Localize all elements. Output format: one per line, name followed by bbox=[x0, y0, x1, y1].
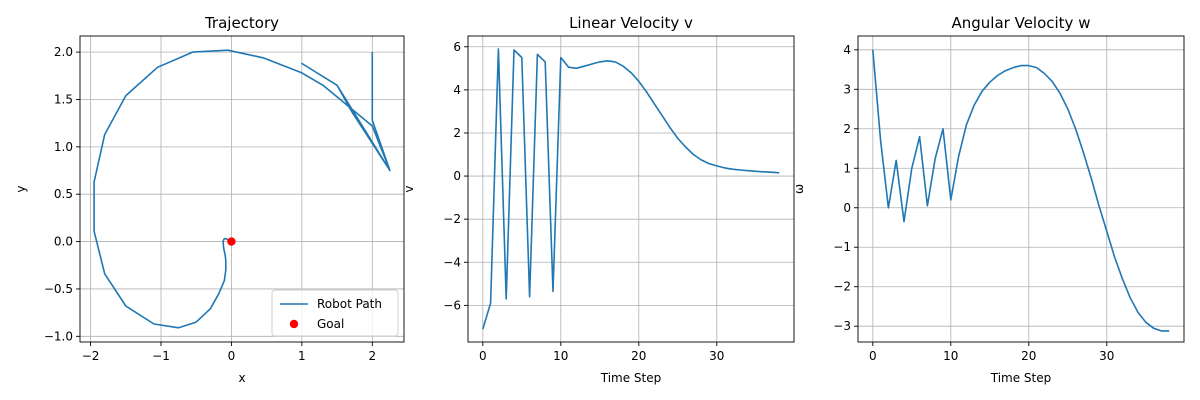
y-tick-label: 0 bbox=[843, 201, 851, 215]
y-axis-label: ω bbox=[792, 184, 806, 194]
y-tick-label: −1 bbox=[833, 240, 851, 254]
y-tick-label: 2 bbox=[453, 126, 461, 140]
x-tick-label: 20 bbox=[631, 349, 646, 363]
series-line bbox=[482, 48, 780, 330]
legend-box bbox=[271, 289, 399, 337]
chart-panel-1: −2 −1 0 1 2 −1.0 −0.5 0.0 0.5 1.0 1.5 2.0 Trajectory… bbox=[14, 14, 405, 385]
y-tick-label: −3 bbox=[833, 319, 851, 333]
y-tick-label: −2 bbox=[443, 212, 461, 226]
x-tick-label: 0 bbox=[479, 349, 487, 363]
y-tick-label: 0.5 bbox=[54, 187, 73, 201]
plot-area bbox=[482, 48, 780, 330]
chart-title: Angular Velocity w bbox=[952, 14, 1091, 32]
plot-area bbox=[872, 49, 1170, 332]
y-tick-label: 1 bbox=[843, 161, 851, 175]
goal-marker bbox=[227, 237, 236, 246]
y-tick-label: 2 bbox=[843, 122, 851, 136]
y-tick-label: 3 bbox=[843, 82, 851, 96]
plot-area bbox=[93, 49, 391, 329]
y-tick-label: 1.0 bbox=[54, 140, 73, 154]
x-tick-label: 10 bbox=[943, 349, 958, 363]
y-axis-label: v bbox=[402, 185, 416, 192]
x-tick-label: −2 bbox=[82, 349, 100, 363]
x-tick-label: −1 bbox=[152, 349, 170, 363]
x-axis-label: Time Step bbox=[600, 371, 662, 385]
y-tick-label: −4 bbox=[443, 255, 461, 269]
x-tick-label: 1 bbox=[298, 349, 306, 363]
y-tick-label: −1.0 bbox=[44, 329, 73, 343]
legend-label: Robot Path bbox=[317, 297, 382, 311]
y-tick-label: 0 bbox=[453, 169, 461, 183]
x-axis-label: x bbox=[238, 371, 245, 385]
y-tick-label: 4 bbox=[453, 83, 461, 97]
x-tick-label: 10 bbox=[553, 349, 568, 363]
legend: Robot Path Goal bbox=[271, 289, 399, 337]
y-tick-label: 4 bbox=[843, 43, 851, 57]
axes-frame bbox=[79, 35, 405, 343]
x-tick-label: 0 bbox=[228, 349, 236, 363]
series-line bbox=[93, 49, 391, 329]
y-tick-label: 2.0 bbox=[54, 45, 73, 59]
x-tick-label: 2 bbox=[368, 349, 376, 363]
legend-marker-goal bbox=[289, 319, 299, 329]
x-tick-label: 30 bbox=[1099, 349, 1114, 363]
y-tick-label: −2 bbox=[833, 280, 851, 294]
series-line bbox=[872, 49, 1170, 332]
x-tick-label: 20 bbox=[1021, 349, 1036, 363]
x-axis-label: Time Step bbox=[990, 371, 1052, 385]
chart-panel-2: 0 10 20 30 −6 −4 −2 0 2 4 6 Linear Velocity v Time S… bbox=[402, 14, 795, 385]
legend-label: Goal bbox=[317, 317, 344, 331]
x-tick-label: 30 bbox=[709, 349, 724, 363]
chart-panel-3: 0 10 20 30 −3 −2 −1 0 1 2 3 4 Angular Velocity w Time… bbox=[792, 14, 1185, 385]
axes-frame bbox=[857, 35, 1185, 343]
y-tick-label: −0.5 bbox=[44, 282, 73, 296]
x-tick-label: 0 bbox=[869, 349, 877, 363]
y-tick-label: 0.0 bbox=[54, 235, 73, 249]
axes-frame bbox=[467, 35, 795, 343]
y-tick-label: 1.5 bbox=[54, 92, 73, 106]
chart-title: Trajectory bbox=[204, 14, 279, 32]
y-axis-label: y bbox=[14, 185, 28, 192]
chart-title: Linear Velocity v bbox=[569, 14, 693, 32]
y-tick-label: 6 bbox=[453, 40, 461, 54]
y-tick-label: −6 bbox=[443, 298, 461, 312]
